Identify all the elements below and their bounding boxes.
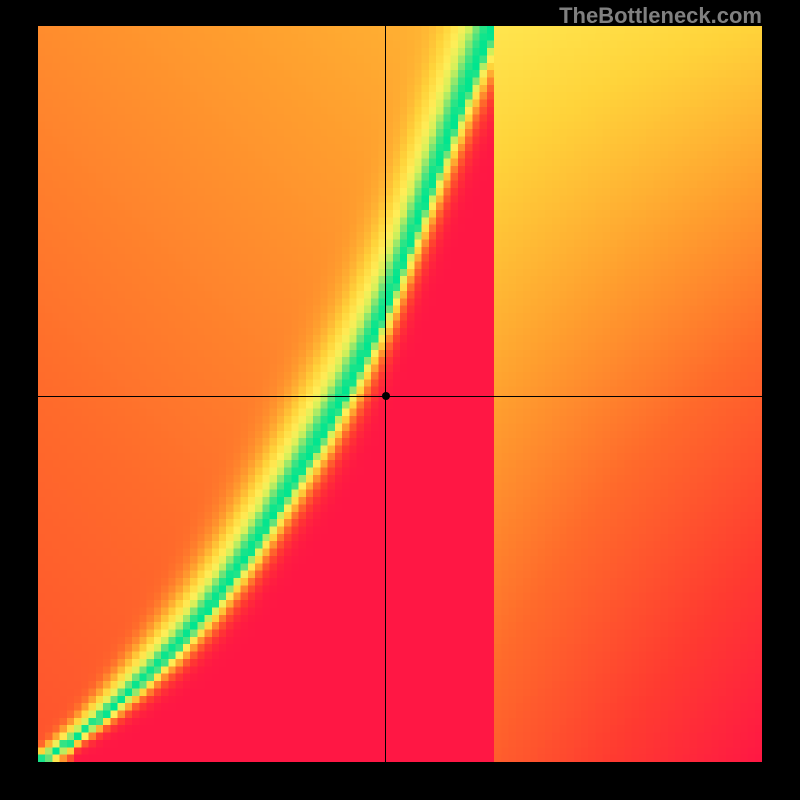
heatmap-canvas (38, 26, 762, 762)
heatmap-plot (38, 26, 762, 762)
watermark-text: TheBottleneck.com (559, 3, 762, 29)
crosshair-horizontal (38, 396, 762, 397)
crosshair-marker (382, 392, 390, 400)
